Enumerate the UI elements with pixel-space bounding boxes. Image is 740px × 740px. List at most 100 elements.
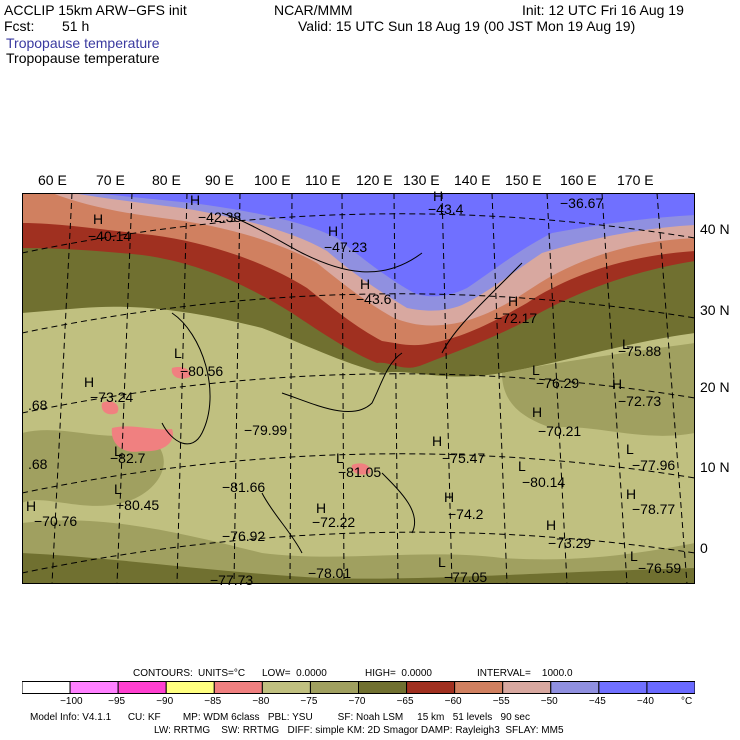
interval-label: INTERVAL= 1000.0 xyxy=(477,668,573,679)
legend-tick-label: −45 xyxy=(588,696,606,707)
high-marker: H xyxy=(433,188,444,204)
high-marker: H xyxy=(316,500,327,516)
contour-value-label: −77.05 xyxy=(444,569,488,585)
low-marker: L xyxy=(518,458,526,474)
lon-label-110e: 110 E xyxy=(305,172,341,188)
low-marker: L xyxy=(114,481,122,497)
model-title: ACCLIP 15km ARW−GFS init xyxy=(4,2,187,18)
high-marker: H xyxy=(328,223,339,239)
contour-value-label: −77.73 xyxy=(210,572,254,588)
color-legend xyxy=(22,681,695,694)
lon-label-160e: 160 E xyxy=(560,172,597,188)
contour-value-label: −80.56 xyxy=(180,363,224,379)
contour-value-label: −76.29 xyxy=(536,375,580,391)
low-marker: L xyxy=(114,443,122,459)
lat-label-20n: 20 N xyxy=(700,379,730,395)
legend-tick-label: −40 xyxy=(636,696,654,707)
lon-label-80e: 80 E xyxy=(152,172,181,188)
high-marker: H xyxy=(84,374,95,390)
coastlines xyxy=(161,212,523,554)
legend-tick-label: −70 xyxy=(348,696,366,707)
contour-value-label: −70.21 xyxy=(538,423,582,439)
lon-label-130e: 130 E xyxy=(403,172,440,188)
legend-swatch xyxy=(117,681,167,694)
lon-label-100e: 100 E xyxy=(254,172,291,188)
legend-swatch xyxy=(69,681,119,694)
contour-value-label: −80.14 xyxy=(522,474,566,490)
legend-tick-label: −85 xyxy=(204,696,222,707)
lon-label-60e: 60 E xyxy=(38,172,67,188)
contour-value-label: −36.67 xyxy=(560,195,604,211)
high-marker: H xyxy=(626,486,637,502)
legend-swatch xyxy=(454,681,504,694)
legend-swatch xyxy=(646,681,695,694)
patch-cold-2 xyxy=(101,401,119,415)
legend-swatch xyxy=(22,681,71,694)
high-marker: H xyxy=(93,211,104,227)
patch-darkolive-south xyxy=(22,553,695,584)
legend-tick-label: −75 xyxy=(300,696,318,707)
legend-tick-label: °C xyxy=(681,696,693,707)
high-marker: H xyxy=(546,517,557,533)
lat-label-30n: 30 N xyxy=(700,302,730,318)
contour-value-label: −78.01 xyxy=(308,565,352,581)
tropopause-temperature-map xyxy=(22,193,695,584)
high-marker: H xyxy=(360,276,371,292)
lon-label-90e: 90 E xyxy=(205,172,234,188)
lon-label-120e: 120 E xyxy=(356,172,393,188)
legend-tick-label: −90 xyxy=(156,696,174,707)
lon-label-140e: 140 E xyxy=(454,172,491,188)
contour-value-label: −73.24 xyxy=(90,389,134,405)
high-marker: H xyxy=(508,293,519,309)
contour-value-label: −81.66 xyxy=(222,479,266,495)
legend-swatch xyxy=(165,681,215,694)
lon-label-150e: 150 E xyxy=(505,172,542,188)
contour-value-label: −72.22 xyxy=(312,514,356,530)
legend-tick-label: −65 xyxy=(396,696,414,707)
contour-value-label: −73.29 xyxy=(548,535,592,551)
contour-value-label: −79.99 xyxy=(244,422,288,438)
contour-value-label: −76.92 xyxy=(222,528,266,544)
high-marker: H xyxy=(26,498,37,514)
contour-value-label: −78.77 xyxy=(632,501,676,517)
high-marker: H xyxy=(612,376,623,392)
contour-value-label: −80.45 xyxy=(116,497,160,513)
contour-value-label: −72.73 xyxy=(618,393,662,409)
map-frame xyxy=(22,193,695,584)
model-info-line2: LW: RRTMG SW: RRTMG DIFF: simple KM: 2D … xyxy=(154,725,564,736)
contour-value-label: −70.76 xyxy=(34,513,78,529)
high-marker: H xyxy=(444,489,455,505)
legend-tick-label: −100 xyxy=(60,696,83,707)
legend-swatch xyxy=(406,681,456,694)
contour-value-label: −43.6 xyxy=(356,291,392,307)
contour-value-label: −40.14 xyxy=(88,228,132,244)
legend-tick-label: −60 xyxy=(444,696,462,707)
contour-value-label: −82.7 xyxy=(110,450,146,466)
high-label: HIGH= 0.0000 xyxy=(365,668,432,679)
lat-label-40n: 40 N xyxy=(700,221,730,237)
legend-tick-label: −95 xyxy=(108,696,126,707)
low-marker: L xyxy=(626,441,634,457)
lat-label-10n: 10 N xyxy=(700,459,730,475)
legend-swatch xyxy=(261,681,311,694)
low-marker: L xyxy=(622,336,630,352)
contour-value-label: .68 xyxy=(28,456,48,472)
valid-time: Valid: 15 UTC Sun 18 Aug 19 (00 JST Mon … xyxy=(298,18,636,34)
low-marker: L xyxy=(532,362,540,378)
lon-label-70e: 70 E xyxy=(96,172,125,188)
low-marker: L xyxy=(174,345,182,361)
lon-label-170e: 170 E xyxy=(617,172,654,188)
legend-swatch xyxy=(502,681,552,694)
units-label: UNITS=°C xyxy=(198,668,246,679)
contour-value-label: −43.4 xyxy=(428,201,464,217)
low-marker: L xyxy=(438,554,446,570)
legend-swatch xyxy=(213,681,263,694)
contour-value-label: −75.88 xyxy=(618,343,662,359)
contour-value-label: −81.05 xyxy=(338,464,382,480)
contour-value-label: −42.38 xyxy=(198,209,242,225)
high-marker: H xyxy=(532,404,543,420)
contour-value-label: −76.59 xyxy=(638,560,682,576)
lat-label-0: 0 xyxy=(700,540,708,556)
legend-swatch xyxy=(309,681,359,694)
patch-cold-3 xyxy=(171,367,191,379)
